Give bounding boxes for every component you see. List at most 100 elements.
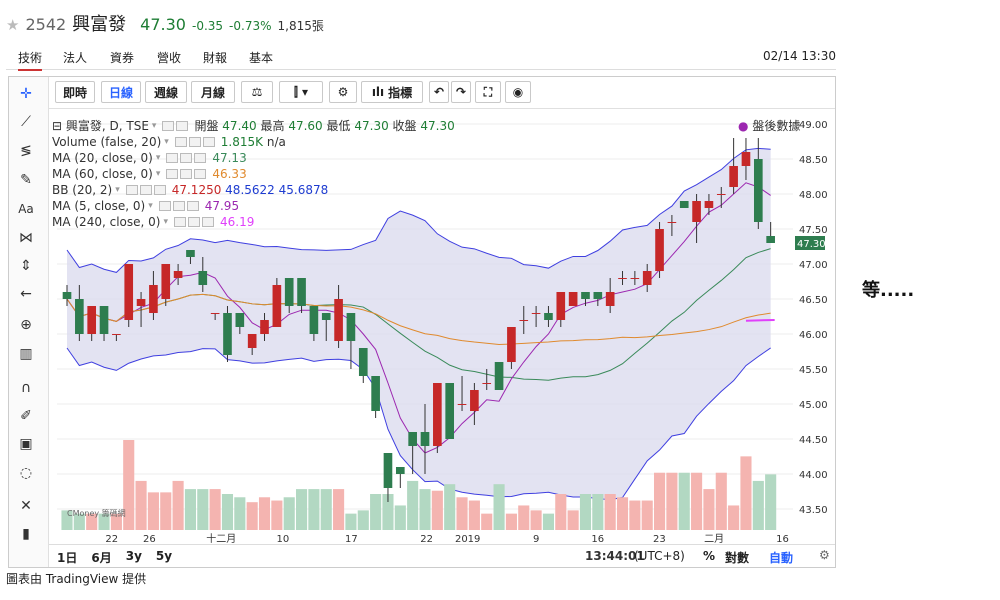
lock-drawing-icon[interactable]: ✐ bbox=[20, 408, 32, 424]
volume-bar bbox=[419, 489, 431, 530]
arrow-left-icon[interactable]: ← bbox=[20, 286, 32, 302]
volume-bar bbox=[555, 494, 567, 530]
brush-icon[interactable]: ✎ bbox=[20, 172, 32, 188]
daily-button[interactable]: 日線 bbox=[101, 81, 141, 103]
range-3y[interactable]: 3y bbox=[125, 549, 142, 563]
percent-toggle[interactable]: % bbox=[703, 549, 716, 563]
range-1d[interactable]: 1日 bbox=[57, 551, 78, 565]
tools-icon[interactable]: ✕ bbox=[20, 498, 32, 514]
tab-basic[interactable]: 基本 bbox=[249, 51, 274, 65]
volume-bar bbox=[468, 500, 480, 530]
date-tick-label: 二月 bbox=[704, 533, 724, 544]
trash-icon[interactable]: ▮ bbox=[22, 526, 30, 542]
ma5-line bbox=[66, 182, 771, 454]
candle-body bbox=[679, 201, 689, 208]
zoom-icon[interactable]: ⊕ bbox=[20, 317, 32, 333]
fullscreen-icon[interactable]: ⛶ bbox=[475, 81, 501, 103]
crosshair-icon[interactable]: ✛ bbox=[20, 86, 32, 102]
volume-value2: n/a bbox=[266, 135, 286, 149]
bb-study[interactable]: BB (20, 2) bbox=[52, 183, 113, 197]
candle-body bbox=[642, 271, 652, 285]
legend-ma60-row: MA (60, close, 0) ▾ 46.33 bbox=[52, 167, 247, 181]
candle-body bbox=[581, 292, 590, 299]
open-value: 47.40 bbox=[222, 119, 257, 133]
tab-financials[interactable]: 財報 bbox=[203, 51, 228, 65]
volume-bar bbox=[73, 513, 85, 530]
ma240-study[interactable]: MA (240, close, 0) bbox=[52, 215, 161, 229]
eye-icon[interactable]: ◌ bbox=[19, 465, 33, 481]
camera-icon[interactable]: ◉ bbox=[505, 81, 531, 103]
favorite-star-icon[interactable]: ★ bbox=[6, 16, 20, 34]
ma20-study[interactable]: MA (20, close, 0) bbox=[52, 151, 153, 165]
clock: 13:44:01 bbox=[585, 549, 645, 563]
candle-body bbox=[321, 313, 331, 320]
candle-body bbox=[420, 432, 430, 446]
redo-icon[interactable]: ↷ bbox=[451, 81, 471, 103]
candle-body bbox=[173, 271, 183, 278]
ma20-value: 47.13 bbox=[212, 151, 247, 165]
timezone[interactable]: (UTC+8) bbox=[634, 549, 685, 563]
volume-bar bbox=[147, 492, 159, 530]
collapse-icon[interactable]: ⊟ bbox=[52, 119, 63, 133]
after-hours-link[interactable]: ● 盤後數據 bbox=[738, 117, 800, 134]
date-tick-label: 十二月 bbox=[206, 532, 236, 544]
tab-margin[interactable]: 資券 bbox=[110, 51, 135, 65]
chart-canvas[interactable]: 49.00 48.50 48.00 47.50 47.00 46.50 46.00 45.50… bbox=[49, 110, 835, 545]
range-5y[interactable]: 5y bbox=[155, 549, 173, 563]
ma5-value: 47.95 bbox=[204, 199, 240, 213]
candle-type-icon[interactable]: ⫿ ▾ bbox=[279, 81, 323, 103]
tab-revenue[interactable]: 營收 bbox=[157, 51, 182, 65]
monthly-button[interactable]: 月線 bbox=[191, 81, 235, 103]
volume-bar bbox=[98, 513, 110, 530]
tab-institutional[interactable]: 法人 bbox=[63, 51, 88, 65]
range-6m[interactable]: 6月 bbox=[91, 551, 112, 565]
ruler-icon[interactable]: ▥ bbox=[19, 346, 33, 362]
stock-name: 興富發 bbox=[72, 14, 127, 35]
pattern-icon[interactable]: ⋈ bbox=[19, 230, 33, 246]
tab-technical[interactable]: 技術 bbox=[18, 49, 43, 71]
indicators-icon: ılı bbox=[371, 85, 385, 99]
candle-body bbox=[235, 313, 245, 327]
intraday-button[interactable]: 即時 bbox=[55, 81, 95, 103]
volume-study[interactable]: Volume (false, 20) bbox=[52, 135, 162, 149]
compare-icon[interactable]: ⚖ bbox=[241, 81, 273, 103]
candle-body bbox=[334, 299, 343, 341]
price-tick-label: 45.00 bbox=[799, 400, 828, 411]
magnet-icon[interactable]: ∩ bbox=[20, 380, 32, 396]
volume-bar bbox=[234, 497, 246, 530]
volume-value: 1.815K bbox=[220, 135, 264, 149]
volume-bar bbox=[641, 500, 653, 530]
volume-bar bbox=[110, 513, 122, 530]
text-tool-icon[interactable]: Aa bbox=[18, 202, 34, 216]
auto-toggle[interactable]: 自動 bbox=[769, 551, 794, 565]
legend-ma240-row: MA (240, close, 0) ▾ 46.19 bbox=[52, 215, 255, 229]
log-toggle[interactable]: 對數 bbox=[725, 551, 750, 565]
bb-mid-value: 47.1250 bbox=[171, 183, 222, 197]
date-tick-label: 23 bbox=[653, 534, 666, 544]
volume-bar bbox=[629, 500, 641, 530]
candle-body bbox=[383, 453, 393, 488]
volume-bar bbox=[567, 510, 579, 530]
date-tick-label: 26 bbox=[143, 534, 156, 544]
candle-body bbox=[433, 383, 442, 446]
price-chart[interactable]: 49.00 48.50 48.00 47.50 47.00 46.50 46.00 45.50… bbox=[49, 110, 835, 545]
candle-body bbox=[223, 313, 232, 355]
volume-bar bbox=[752, 480, 764, 530]
volume-bar bbox=[715, 472, 727, 530]
last-price-tag: 47.30 bbox=[797, 239, 826, 250]
lock-icon[interactable]: ▣ bbox=[19, 436, 33, 452]
fib-icon[interactable]: ≶ bbox=[20, 143, 32, 159]
undo-icon[interactable]: ↶ bbox=[429, 81, 449, 103]
candle-body bbox=[556, 292, 566, 320]
trend-line-icon[interactable]: ⟋ bbox=[21, 114, 31, 130]
volume-bar bbox=[123, 440, 135, 530]
measure-icon[interactable]: ⇕ bbox=[20, 258, 32, 274]
scale-settings-icon[interactable]: ⚙ bbox=[819, 548, 830, 562]
ma60-study[interactable]: MA (60, close, 0) bbox=[52, 167, 153, 181]
weekly-button[interactable]: 週線 bbox=[145, 81, 187, 103]
volume-bar bbox=[357, 510, 369, 530]
indicators-button[interactable]: ılı 指標 bbox=[361, 81, 423, 103]
settings-icon[interactable]: ⚙ bbox=[329, 81, 357, 103]
volume-bar bbox=[221, 494, 234, 530]
ma5-study[interactable]: MA (5, close, 0) bbox=[52, 199, 146, 213]
